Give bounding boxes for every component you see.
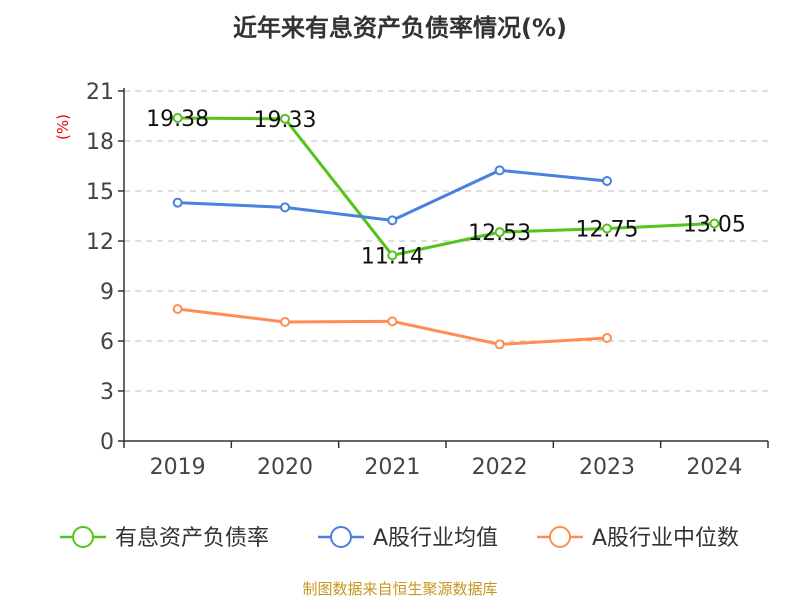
chart-title: 近年来有息资产负债率情况(%): [233, 14, 567, 42]
series-line-1: [177, 168, 608, 222]
data-label: 12.75: [576, 218, 639, 243]
data-point: [494, 339, 505, 350]
data-point: [387, 215, 398, 226]
data-point: [387, 250, 398, 261]
legend-marker: [330, 526, 352, 548]
data-label: 13.05: [683, 213, 746, 238]
data-label: 19.33: [254, 108, 317, 133]
x-tick-label: 2020: [257, 455, 313, 480]
data-point: [602, 333, 612, 343]
legend-label: 有息资产负债率: [115, 526, 269, 551]
data-label: 12.53: [468, 221, 531, 246]
series-line-2: [177, 307, 608, 346]
y-tick-label: 18: [86, 130, 114, 155]
x-tick-label: 2023: [579, 455, 635, 480]
legend-label: A股行业中位数: [592, 526, 739, 551]
data-point: [602, 223, 612, 234]
data-label: 19.38: [146, 107, 209, 132]
x-tick-label: 2021: [364, 455, 420, 480]
y-tick-label: 15: [86, 180, 114, 205]
y-tick-label: 12: [86, 230, 114, 255]
data-point: [280, 113, 290, 124]
series-line-0: [177, 116, 715, 257]
y-tick-label: 21: [86, 80, 114, 105]
data-point: [172, 197, 183, 208]
y-axis-label: (%): [54, 114, 72, 140]
x-tick-label: 2019: [150, 455, 206, 480]
legend-label: A股行业均值: [373, 526, 498, 551]
data-point: [280, 317, 290, 327]
data-point: [602, 176, 612, 186]
data-point: [494, 165, 505, 176]
data-point: [709, 218, 720, 229]
data-point: [387, 316, 398, 327]
x-tick-label: 2022: [472, 455, 528, 480]
data-point: [280, 202, 290, 213]
y-tick-label: 0: [100, 430, 114, 455]
data-label: 11.14: [361, 244, 424, 269]
y-tick-label: 6: [100, 330, 114, 355]
source-note: 制图数据来自恒生聚源数据库: [302, 580, 498, 598]
legend-marker: [72, 526, 94, 548]
y-tick-label: 9: [100, 280, 114, 305]
data-point: [172, 113, 183, 123]
data-point: [172, 304, 183, 314]
y-tick-label: 3: [100, 380, 114, 405]
data-point: [494, 227, 505, 238]
x-tick-label: 2024: [686, 455, 742, 480]
legend-marker: [549, 526, 571, 548]
